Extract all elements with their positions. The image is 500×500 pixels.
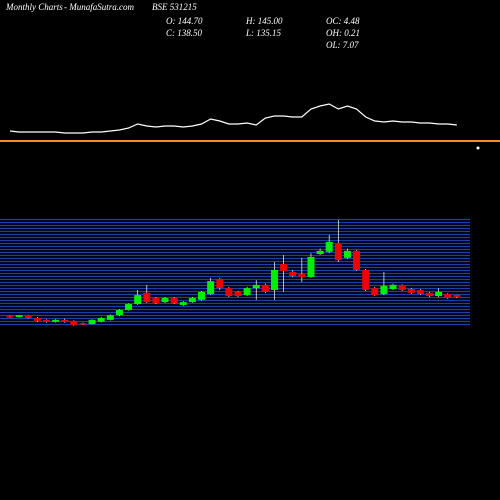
candle-body (444, 294, 452, 298)
stat: OH: 0.21 (326, 28, 360, 38)
overlay-line (9, 103, 457, 134)
candle-body (97, 318, 105, 322)
candle-body (426, 292, 434, 297)
source: - MunafaSutra.com (64, 2, 134, 12)
candle-body (225, 288, 233, 297)
candle-body (79, 323, 87, 325)
candle-body (398, 284, 406, 290)
candle-body (316, 250, 324, 255)
candle-body (188, 297, 196, 303)
candle-body (15, 315, 23, 318)
candle-body (134, 295, 142, 304)
candle-body (52, 319, 60, 322)
candle-body (161, 297, 169, 303)
price-panel-background (0, 218, 470, 326)
candle-body (380, 285, 388, 295)
stat: OC: 4.48 (326, 16, 360, 26)
candle-body (143, 292, 151, 303)
candle-body (362, 269, 370, 290)
candle-body (453, 294, 461, 297)
candle-body (343, 250, 351, 258)
candle-body (179, 302, 187, 305)
candle-body (289, 271, 297, 276)
candle-body (334, 242, 342, 261)
candle-body (33, 318, 41, 321)
candle-body (42, 319, 50, 322)
candle-body (198, 291, 206, 300)
candle-body (207, 281, 215, 295)
candle-body (115, 310, 123, 316)
stat: L: 135.15 (245, 28, 282, 38)
candle-body (70, 320, 78, 325)
candle-body (280, 263, 288, 271)
candle-body (298, 274, 306, 277)
candle-body (307, 256, 315, 277)
candle-body (125, 304, 133, 311)
candle-body (88, 319, 96, 325)
candle-body (152, 297, 160, 304)
stat: C: 138.50 (166, 28, 203, 38)
candle-body (416, 290, 424, 295)
candle-body (243, 288, 251, 296)
candle-body (61, 319, 69, 322)
candle-body (252, 284, 260, 289)
chart-title: Monthly Charts (5, 2, 63, 12)
candle-body (24, 315, 32, 318)
stat: H: 145.00 (245, 16, 283, 26)
stat: O: 144.70 (166, 16, 203, 26)
candle-body (389, 284, 397, 290)
marker-dot (476, 146, 480, 150)
stat: OL: 7.07 (326, 40, 359, 50)
candle-body (170, 297, 178, 304)
candle-body (216, 278, 224, 289)
candle-body (261, 284, 269, 292)
candle-body (371, 288, 379, 296)
candle-body (106, 315, 114, 320)
candle-body (435, 291, 443, 297)
candle-body (6, 316, 14, 318)
candle-body (325, 241, 333, 252)
symbol: BSE 531215 (152, 2, 197, 12)
candle-body (234, 291, 242, 297)
candle-body (270, 269, 278, 290)
candle-body (353, 250, 361, 270)
candle-body (407, 289, 415, 293)
